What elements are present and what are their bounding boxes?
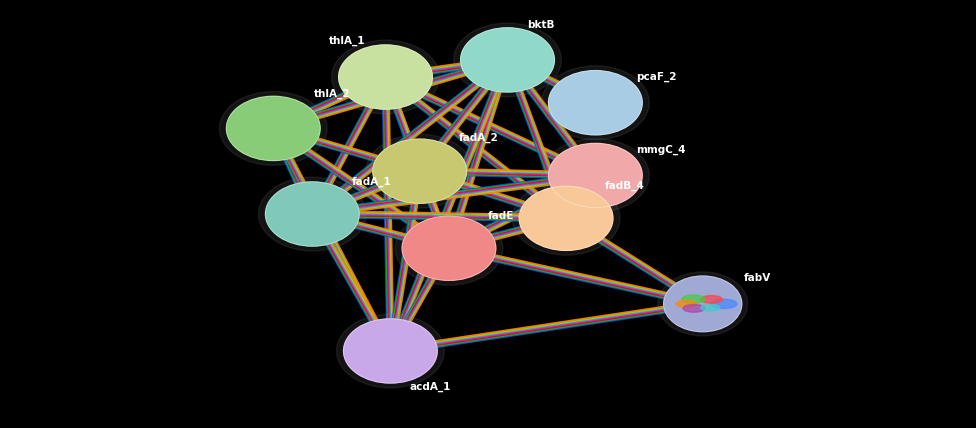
Ellipse shape [549,71,642,135]
Text: fadA_1: fadA_1 [351,177,391,187]
Ellipse shape [676,300,697,307]
Text: fadA_2: fadA_2 [459,133,499,143]
Text: fadE: fadE [488,211,514,221]
Ellipse shape [542,139,649,212]
Ellipse shape [658,272,748,336]
Text: thlA_2: thlA_2 [314,89,350,99]
Ellipse shape [701,304,720,311]
Text: mmgC_4: mmgC_4 [636,145,686,155]
Ellipse shape [337,314,444,388]
Ellipse shape [549,143,642,208]
Ellipse shape [711,299,737,309]
Ellipse shape [664,276,742,332]
Ellipse shape [454,23,561,97]
Ellipse shape [220,92,327,165]
Ellipse shape [395,211,503,285]
Ellipse shape [512,181,620,255]
Text: fabV: fabV [744,273,771,283]
Ellipse shape [461,28,554,92]
Text: acdA_1: acdA_1 [410,382,451,392]
Ellipse shape [332,40,439,114]
Ellipse shape [259,177,366,251]
Ellipse shape [542,66,649,140]
Ellipse shape [373,139,467,203]
Text: thlA_1: thlA_1 [329,36,365,46]
Ellipse shape [226,96,320,160]
Ellipse shape [339,45,432,109]
Text: fadB_4: fadB_4 [605,181,645,191]
Text: bktB: bktB [527,20,554,30]
Ellipse shape [683,304,705,312]
Text: pcaF_2: pcaF_2 [636,72,676,82]
Ellipse shape [681,295,705,303]
Ellipse shape [519,186,613,250]
Ellipse shape [366,134,473,208]
Ellipse shape [701,296,722,303]
Ellipse shape [344,319,437,383]
Ellipse shape [402,216,496,280]
Ellipse shape [265,182,359,246]
